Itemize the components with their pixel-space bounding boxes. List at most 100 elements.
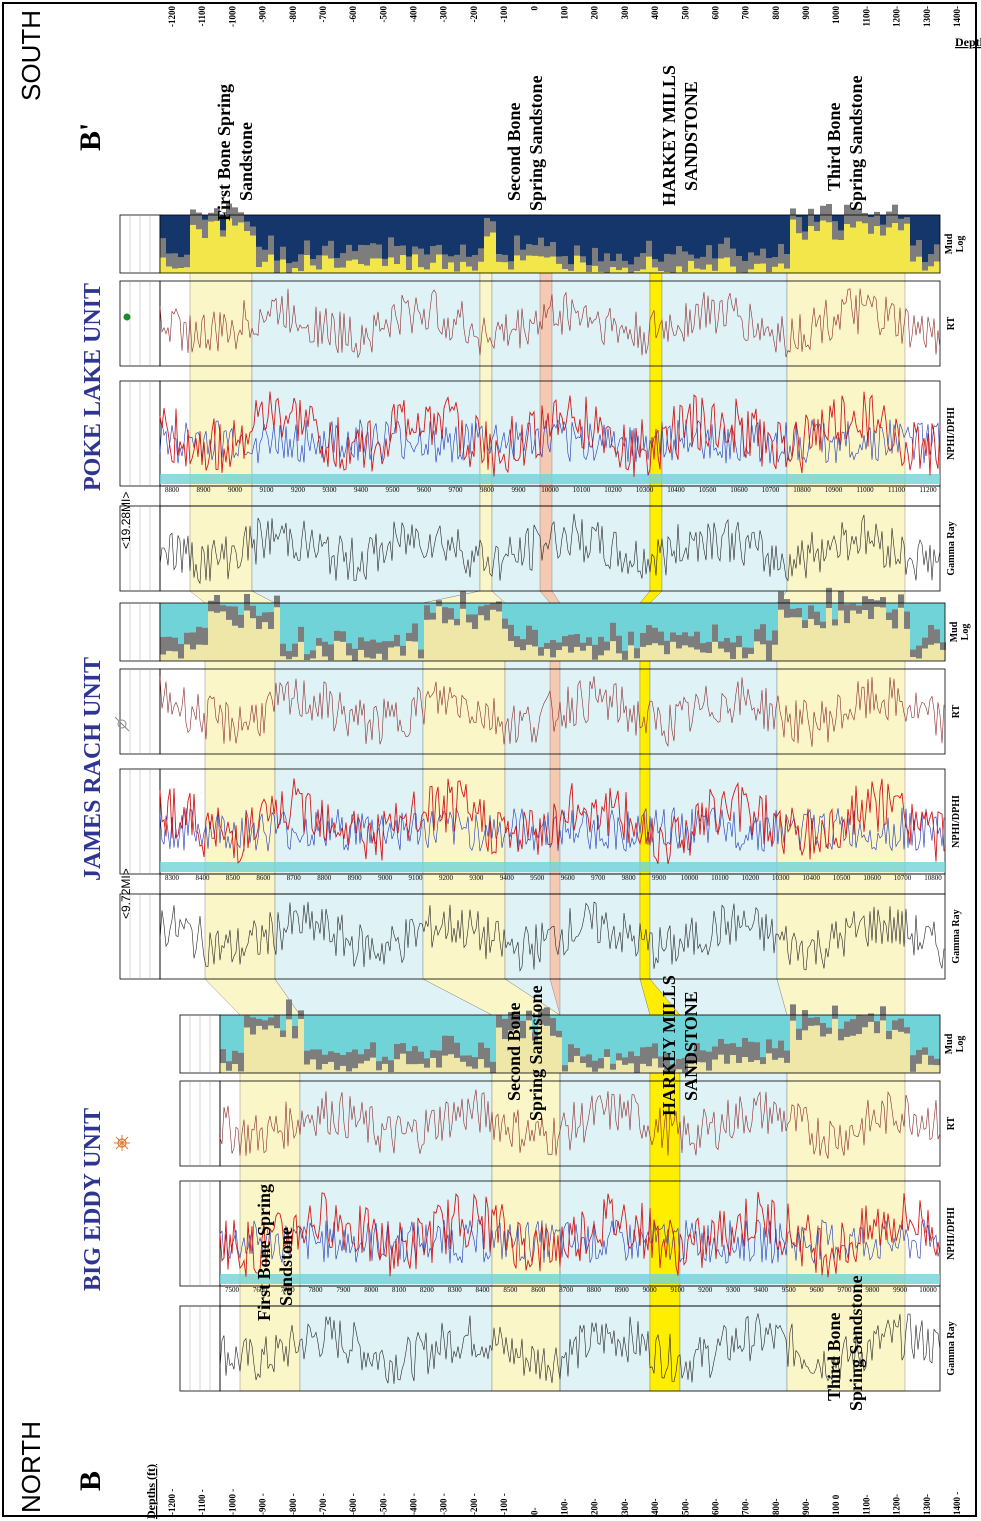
- well-title-poke-lake: POKE LAKE UNIT: [80, 283, 106, 491]
- depth-tick: -100 -: [499, 1493, 509, 1515]
- depth-label: 8700: [559, 1286, 574, 1294]
- track-rt: [219, 1080, 941, 1167]
- depth-label: 9100: [670, 1286, 685, 1294]
- depth-tick: -200 -: [469, 1493, 479, 1515]
- depth-label: 8300: [165, 874, 180, 882]
- depth-label: 10900: [825, 486, 843, 494]
- depth-label: 8900: [348, 874, 363, 882]
- depth-label: 9200: [439, 874, 454, 882]
- depth-label: 9400: [754, 1286, 769, 1294]
- depth-label: 11200: [919, 486, 937, 494]
- depth-tick: 1400 -: [952, 1492, 962, 1515]
- depth-tick: 200: [590, 6, 600, 20]
- well-symbol-james-rach-icon: [114, 716, 130, 732]
- formation-second-bone-left-1: Second Bone: [504, 1002, 524, 1101]
- depth-tick: 800-: [771, 1499, 781, 1516]
- depth-tick: 400-: [650, 1499, 660, 1516]
- track-mud: [159, 602, 946, 662]
- depth-label: 7600: [253, 1286, 268, 1294]
- depth-label: 8400: [195, 874, 210, 882]
- depth-tick: -1200: [167, 6, 177, 27]
- depth-label: 10400: [802, 874, 820, 882]
- depth-label: 9800: [622, 874, 637, 882]
- depth-label: 10000: [919, 1286, 937, 1294]
- formation-third-bone-left-2: Spring Sandstone: [846, 1275, 866, 1411]
- depth-label: 9900: [893, 1286, 908, 1294]
- depth-label: 9300: [726, 1286, 741, 1294]
- depth-label: 8600: [531, 1286, 546, 1294]
- distance-label-2: <19.28MI>: [119, 492, 133, 549]
- well-symbol-poke-lake-icon: [123, 313, 131, 321]
- depth-tick: 100-: [560, 1499, 570, 1516]
- depth-label: 8000: [364, 1286, 379, 1294]
- formation-first-bone-left-2: Sandstone: [276, 1227, 296, 1306]
- formation-harkey-right-1: HARKEY MILLS: [659, 65, 679, 206]
- depth-axis-right: -1200 -1100 -1000 -900 -800 -700 -600 -500 -400-…: [167, 6, 962, 28]
- formation-harkey-left-1: HARKEY MILLS: [659, 975, 679, 1116]
- depth-label: 8100: [392, 1286, 407, 1294]
- depth-tick: -300: [439, 6, 449, 23]
- depth-tick: 600: [710, 6, 720, 20]
- track-label-log: Log: [960, 624, 971, 641]
- depth-label: 8800: [587, 1286, 602, 1294]
- depth-label: 10600: [863, 874, 881, 882]
- depth-tick: 700: [741, 6, 751, 20]
- depth-label: 10000: [681, 874, 699, 882]
- depth-label: 10400: [667, 486, 685, 494]
- distance-label-1: <9.72MI>: [119, 868, 133, 919]
- formation-first-bone-left-1: First Bone Spring: [254, 1184, 274, 1321]
- depth-label: 9500: [782, 1286, 797, 1294]
- depth-tick: -1000 -: [227, 1489, 237, 1515]
- depth-tick: -600: [348, 6, 358, 23]
- depth-tick: -100: [499, 6, 509, 23]
- formation-harkey-left-2: SANDSTONE: [681, 991, 701, 1101]
- depth-label: 9100: [260, 486, 275, 494]
- depth-tick: -700 -: [318, 1493, 328, 1515]
- depth-tick: -400 -: [409, 1493, 419, 1515]
- depth-label: 9700: [591, 874, 606, 882]
- depth-label: 10000: [541, 486, 559, 494]
- depth-tick: 700-: [741, 1499, 751, 1516]
- depth-tick: 100: [560, 6, 570, 20]
- depth-tick: 0-: [529, 1508, 539, 1516]
- depth-tick: -900: [258, 6, 268, 23]
- depth-label: 9400: [500, 874, 514, 882]
- depth-label: 8900: [615, 1286, 630, 1294]
- depth-tick: -1000: [227, 6, 237, 27]
- depth-tick: 1200-: [892, 1494, 902, 1515]
- track-label-nphi: NPHI/DPHI: [946, 407, 957, 460]
- depth-label: 10500: [833, 874, 851, 882]
- track-label-gamma: Gamma Ray: [946, 1321, 957, 1375]
- depth-label: 10500: [699, 486, 717, 494]
- direction-north: NORTH: [16, 1421, 46, 1513]
- depth-tick: -600 -: [348, 1493, 358, 1515]
- depth-label: 8800: [165, 486, 180, 494]
- depth-tick: 100 0: [831, 1494, 841, 1515]
- depth-label: 11000: [856, 486, 874, 494]
- track-rt: [159, 280, 941, 367]
- depth-label: 9600: [561, 874, 576, 882]
- depth-label: 10300: [772, 874, 790, 882]
- depth-label: 10700: [762, 486, 780, 494]
- depth-label: 9800: [480, 486, 495, 494]
- depth-tick: -500: [378, 6, 388, 23]
- depth-label: 9000: [378, 874, 393, 882]
- depth-label: 8600: [256, 874, 271, 882]
- depth-label: 7700: [281, 1286, 296, 1294]
- direction-south: SOUTH: [16, 10, 46, 101]
- formation-third-bone-left-1: Third Bone: [824, 1312, 844, 1401]
- depth-label: 8700: [287, 874, 302, 882]
- band-third-bone-spring: [776, 214, 906, 1392]
- formation-first-bone-right-1: First Bone Spring: [214, 84, 234, 221]
- depth-label: 8400: [476, 1286, 491, 1294]
- depth-label: 10100: [711, 874, 729, 882]
- track-label-log: Log: [955, 1036, 966, 1053]
- depth-label: 8500: [226, 874, 241, 882]
- track-label-gamma: Gamma Ray: [946, 521, 957, 575]
- depth-label: 10600: [730, 486, 748, 494]
- depth-label: 8500: [503, 1286, 518, 1294]
- depth-tick: -700: [318, 6, 328, 23]
